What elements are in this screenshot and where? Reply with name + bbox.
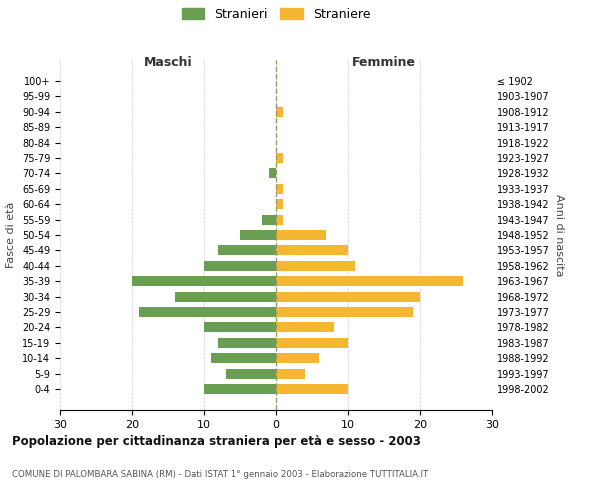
Bar [276,230,326,240]
Bar [276,199,283,209]
Bar [276,276,463,286]
Bar [276,307,413,317]
Y-axis label: Fasce di età: Fasce di età [7,202,16,268]
Bar [218,338,276,348]
Bar [204,322,276,332]
Bar [276,184,283,194]
Bar [276,338,348,348]
Y-axis label: Anni di nascita: Anni di nascita [554,194,563,276]
Bar [276,246,348,256]
Bar [262,214,276,224]
Text: Maschi: Maschi [143,56,193,68]
Bar [276,153,283,163]
Bar [276,214,283,224]
Legend: Stranieri, Straniere: Stranieri, Straniere [177,3,375,26]
Bar [269,168,276,178]
Bar [276,354,319,364]
Bar [276,384,348,394]
Bar [276,368,305,378]
Bar [218,246,276,256]
Bar [211,354,276,364]
Bar [276,261,355,271]
Bar [204,384,276,394]
Text: COMUNE DI PALOMBARA SABINA (RM) - Dati ISTAT 1° gennaio 2003 - Elaborazione TUTT: COMUNE DI PALOMBARA SABINA (RM) - Dati I… [12,470,428,479]
Bar [139,307,276,317]
Bar [276,106,283,117]
Bar [240,230,276,240]
Text: Femmine: Femmine [352,56,416,68]
Bar [276,322,334,332]
Bar [276,292,420,302]
Bar [132,276,276,286]
Bar [226,368,276,378]
Bar [175,292,276,302]
Bar [204,261,276,271]
Text: Popolazione per cittadinanza straniera per età e sesso - 2003: Popolazione per cittadinanza straniera p… [12,435,421,448]
